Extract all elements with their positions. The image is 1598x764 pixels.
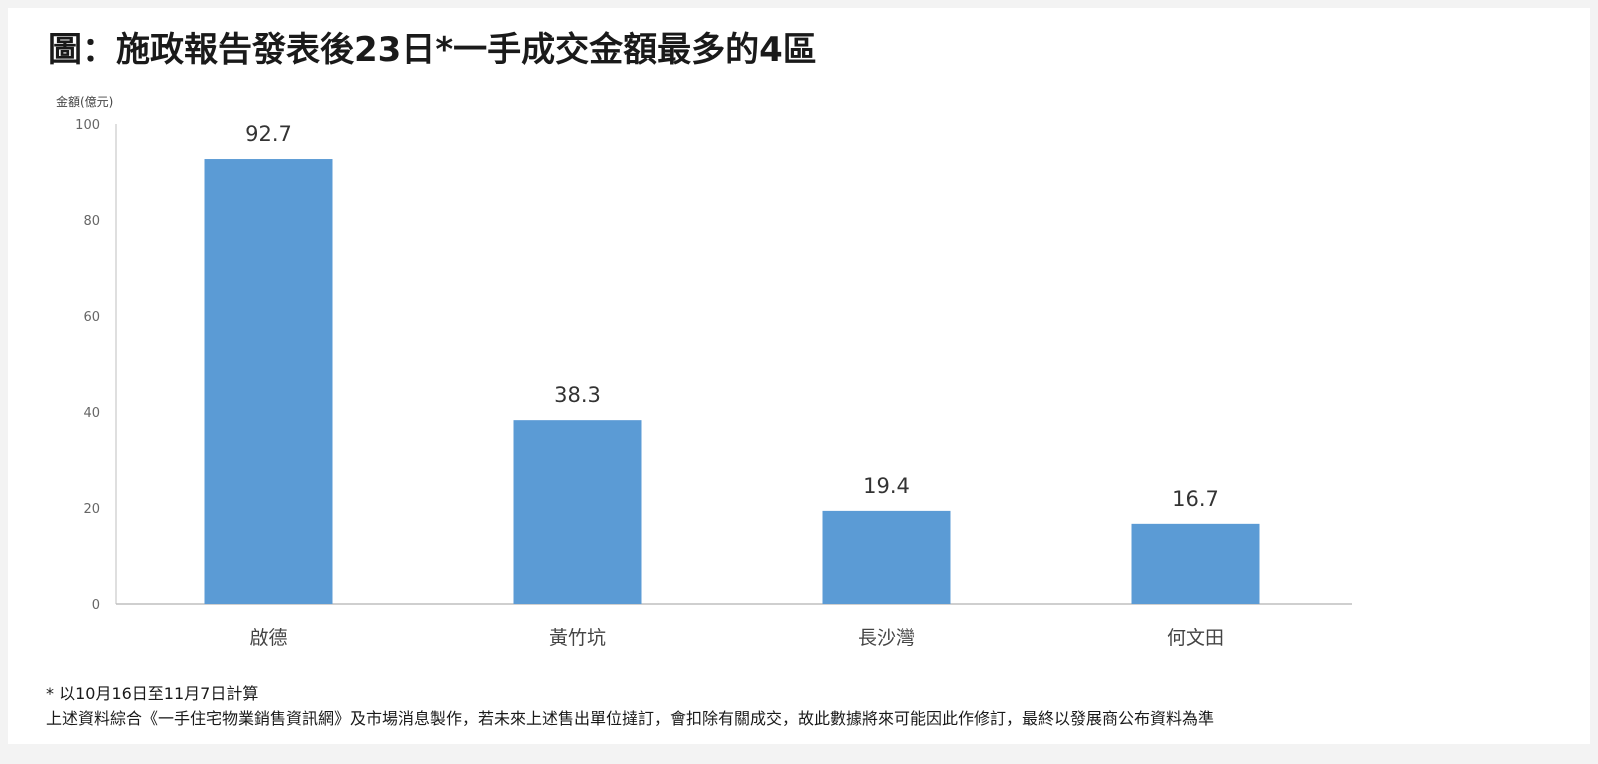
chart-title: 圖：施政報告發表後23日*一手成交金額最多的4區 <box>48 30 817 70</box>
bar-4 <box>1131 523 1260 604</box>
footnote-period: * 以10月16日至11月7日計算 <box>46 684 259 703</box>
x-tick-label: 長沙灣 <box>858 627 915 649</box>
bar-1 <box>204 159 333 605</box>
y-tick-label: 100 <box>75 118 100 133</box>
data-label: 19.4 <box>863 474 910 498</box>
bar-chart: 0 20 40 60 80 100 92.7 啟德 38.3 黃竹坑 19.4 長沙灣 16.7 何文田 <box>75 118 1352 649</box>
y-tick-label: 20 <box>83 502 100 517</box>
data-label: 92.7 <box>245 122 292 146</box>
y-tick-label: 80 <box>83 214 100 229</box>
data-label: 38.3 <box>554 383 601 407</box>
x-tick-label: 何文田 <box>1167 627 1224 649</box>
y-tick-label: 40 <box>83 406 100 421</box>
x-tick-label: 黃竹坑 <box>549 627 606 649</box>
y-tick-label: 0 <box>92 598 100 613</box>
data-label: 16.7 <box>1172 487 1219 511</box>
bar-2 <box>513 420 642 604</box>
footnote-source: 上述資料綜合《一手住宅物業銷售資訊網》及市場消息製作，若未來上述售出單位撻訂，會… <box>46 709 1215 728</box>
x-tick-label: 啟德 <box>249 627 287 649</box>
bar-3 <box>822 510 951 604</box>
chart-card: 圖：施政報告發表後23日*一手成交金額最多的4區 金額(億元) 0 20 40 60 8… <box>8 8 1590 744</box>
y-axis-label: 金額(億元) <box>56 95 114 109</box>
y-tick-label: 60 <box>83 310 100 325</box>
